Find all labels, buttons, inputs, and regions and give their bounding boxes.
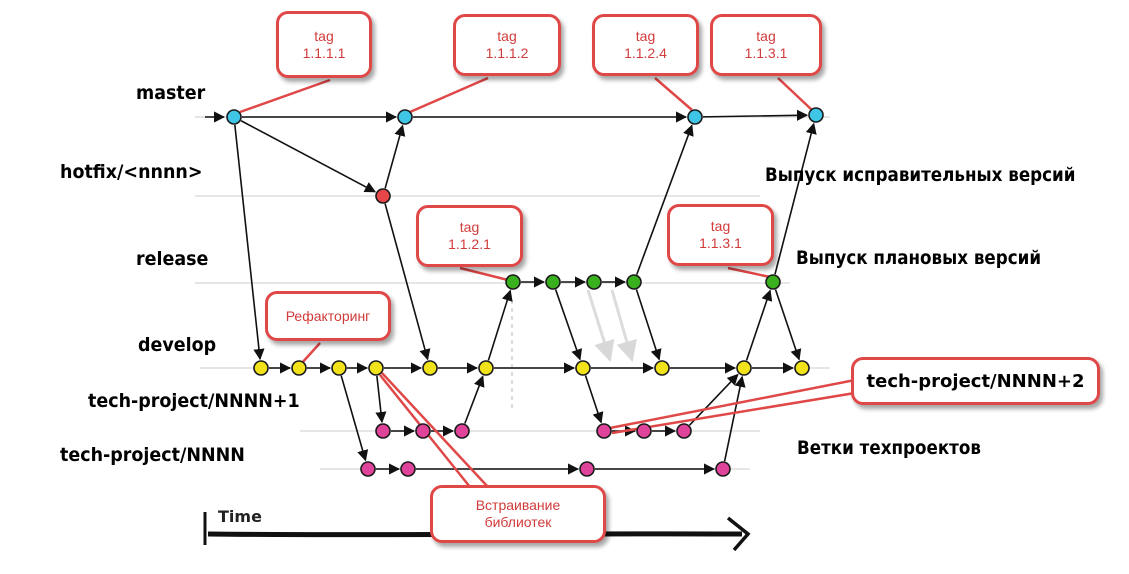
- master-commit-node: [226, 109, 242, 125]
- commit-edges: [205, 109, 817, 475]
- release-commit-node: [765, 274, 781, 290]
- commit-arrow: [745, 289, 773, 361]
- commit-arrow: [384, 124, 406, 189]
- tag-version: 1.1.3.1: [744, 45, 788, 61]
- callout-pointer: [654, 77, 693, 111]
- callout-pointer: [609, 378, 856, 430]
- master-commit-node: [397, 109, 413, 125]
- develop-commit-node: [794, 360, 810, 376]
- develop-commit-node: [368, 360, 384, 376]
- callout-pointer: [777, 77, 813, 111]
- tag-title: tag: [314, 27, 334, 44]
- tech-commit-node: [360, 461, 376, 477]
- commit-arrow: [240, 120, 377, 193]
- callout-text-line2: библиотек: [484, 514, 552, 530]
- commit-arrow: [234, 124, 265, 361]
- tag-callout-1-1-3-1-release: tag 1.1.3.1: [667, 204, 774, 266]
- commit-arrow: [702, 109, 809, 121]
- master-commit-node: [808, 107, 824, 123]
- tag-version: 1.1.2.1: [448, 236, 491, 252]
- hotfix-commit-node: [375, 188, 391, 204]
- commit-arrow: [774, 122, 817, 275]
- tech-commit-node: [715, 461, 731, 477]
- commit-arrow: [584, 375, 604, 424]
- commit-arrow: [464, 375, 485, 424]
- lane-label-release: release: [136, 248, 209, 270]
- callout-pointer: [239, 78, 331, 114]
- tech-commit-node: [579, 461, 595, 477]
- side-label-planned-release: Выпуск плановых версий: [796, 247, 1042, 269]
- tech-commit-node: [676, 423, 692, 439]
- commit-arrow: [554, 289, 583, 361]
- lane-label-master: master: [136, 82, 206, 104]
- commit-nodes: [226, 107, 824, 477]
- master-commit-node: [687, 109, 703, 125]
- develop-commit-node: [291, 360, 307, 376]
- tag-callout-1-1-2-4: tag 1.1.2.4: [592, 14, 699, 76]
- tag-title: tag: [635, 28, 656, 44]
- commit-arrow: [774, 289, 802, 361]
- tag-version: 1.1.3.1: [699, 235, 742, 251]
- side-label-hotfix-release: Выпуск исправительных версий: [765, 164, 1076, 186]
- callout-text: tech-project/NNNN+2: [866, 370, 1085, 392]
- release-commit-node: [626, 274, 642, 290]
- tech-commit-node: [636, 423, 652, 439]
- tag-version: 1.1.1.1: [302, 44, 346, 61]
- faint-arrow: [586, 289, 615, 363]
- commit-arrow: [384, 203, 431, 361]
- lane-label-hotfix: hotfix/<nnnn>: [60, 161, 203, 183]
- develop-commit-node: [654, 360, 670, 376]
- tech-commit-node: [375, 423, 391, 439]
- tag-title: tag: [497, 28, 517, 44]
- callout-tech-project-plus2: tech-project/NNNN+2: [851, 357, 1100, 405]
- callout-pointer: [409, 76, 489, 114]
- develop-commit-node: [253, 360, 269, 376]
- release-commit-node: [545, 274, 561, 290]
- commit-arrow: [635, 289, 662, 361]
- callout-pointer: [459, 266, 509, 282]
- commit-arrow: [688, 373, 739, 426]
- tech-commit-node: [400, 461, 416, 477]
- tech-commit-node: [454, 423, 470, 439]
- develop-commit-node: [422, 360, 438, 376]
- callout-pointer: [727, 266, 771, 279]
- lane-label-tech-plus1: tech-project/NNNN+1: [88, 390, 300, 412]
- tag-callout-1-1-1-1: tag 1.1.1.1: [276, 11, 372, 78]
- commit-arrow: [723, 375, 746, 462]
- tag-callout-1-1-3-1-master: tag 1.1.3.1: [710, 14, 822, 76]
- callout-library-integration: Встраивание библиотек: [430, 485, 606, 543]
- release-commit-node: [586, 274, 602, 290]
- tag-title: tag: [710, 218, 731, 234]
- tech-commit-node: [415, 423, 431, 439]
- commit-arrow: [375, 375, 387, 424]
- time-label: Time: [218, 507, 262, 526]
- release-commit-node: [505, 274, 521, 290]
- tag-callout-1-1-1-2: tag 1.1.1.2: [453, 14, 561, 76]
- tech-commit-node: [596, 423, 612, 439]
- tag-version: 1.1.2.4: [624, 45, 667, 61]
- tag-title: tag: [756, 28, 776, 44]
- develop-commit-node: [478, 360, 494, 376]
- commit-arrow: [340, 375, 369, 462]
- tag-title: tag: [459, 219, 480, 235]
- develop-commit-node: [736, 360, 752, 376]
- side-label-tech-branches: Ветки техпроектов: [797, 437, 981, 459]
- lane-label-tech: tech-project/NNNN: [60, 444, 245, 466]
- callout-text: Рефакторинг: [285, 307, 371, 324]
- callout-pointer: [300, 342, 321, 365]
- tag-version: 1.1.1.2: [485, 45, 529, 61]
- callout-text-line1: Встраивание: [475, 497, 561, 513]
- develop-commit-node: [331, 360, 347, 376]
- callout-refactoring: Рефакторинг: [265, 291, 391, 341]
- faint-arrow: [610, 289, 637, 363]
- lane-label-develop: develop: [138, 334, 217, 356]
- callout-pointer: [611, 391, 856, 435]
- commit-arrow: [487, 289, 513, 361]
- callout-pointer: [381, 372, 489, 488]
- tag-callout-1-1-2-1: tag 1.1.2.1: [416, 205, 523, 267]
- commit-arrow: [636, 124, 694, 275]
- develop-commit-node: [575, 360, 591, 376]
